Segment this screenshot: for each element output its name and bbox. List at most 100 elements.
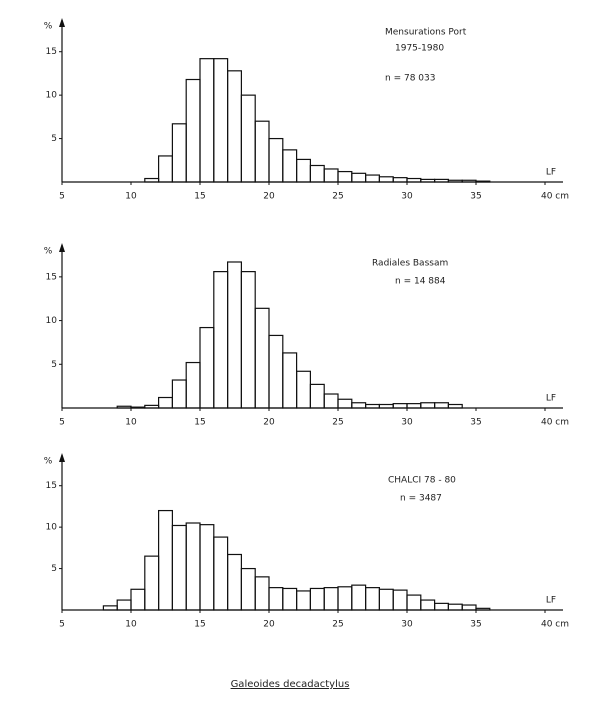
y-tick-label: 5	[51, 360, 57, 370]
histogram-bar	[392, 177, 408, 183]
histogram-bar	[240, 271, 256, 409]
x-tick-label: 30	[401, 418, 413, 428]
x-tick-label: 15	[194, 620, 205, 630]
x-tick-label: 20	[263, 192, 275, 202]
axis-arrow	[59, 453, 65, 462]
y-axis-label: %	[44, 22, 53, 32]
histogram-bar	[434, 178, 450, 183]
histogram-bar	[199, 326, 215, 409]
x-tick-label: 25	[332, 620, 343, 630]
histogram-bar	[199, 524, 215, 611]
histogram-bar	[392, 589, 408, 611]
y-tick-label: 5	[51, 134, 57, 144]
histogram-bar	[365, 587, 381, 611]
caption: Galeoides decadactylus	[231, 679, 350, 690]
histogram-bar	[240, 567, 256, 611]
x-tick-label: 40 cm	[541, 192, 569, 202]
histogram-bar	[213, 58, 229, 183]
annotation: Mensurations Port	[385, 28, 467, 38]
y-tick-label: 10	[46, 523, 58, 533]
x-tick-label: 15	[194, 192, 205, 202]
x-tick-label: 5	[59, 192, 65, 202]
x-tick-label: 10	[125, 418, 137, 428]
x-tick-label: 10	[125, 192, 137, 202]
histogram-bar	[309, 587, 325, 611]
y-tick-label: 10	[46, 91, 58, 101]
y-tick-label: 10	[46, 316, 58, 326]
histogram-bar	[158, 509, 174, 611]
histogram-bar	[337, 170, 353, 183]
histogram-bar	[447, 403, 463, 409]
x-axis-label: LF	[546, 394, 556, 404]
histogram-bar	[227, 261, 243, 409]
histogram-bar	[461, 604, 477, 611]
histogram-bar	[268, 334, 284, 409]
histogram-bar	[282, 352, 298, 409]
histogram-bar	[296, 370, 312, 409]
histogram-bar	[420, 599, 436, 611]
histogram-bar	[213, 271, 229, 409]
histogram-bar	[144, 177, 160, 183]
x-tick-label: 20	[263, 620, 275, 630]
histogram-bar	[461, 179, 477, 183]
histogram-bar	[268, 587, 284, 611]
histogram-bar	[116, 405, 132, 409]
x-tick-label: 40 cm	[541, 418, 569, 428]
histogram-bar	[378, 403, 394, 409]
histogram-bar	[323, 587, 339, 611]
histogram-bar	[420, 402, 436, 409]
x-axis-label: LF	[546, 168, 556, 178]
histogram-bar	[406, 403, 422, 409]
y-tick-label: 5	[51, 564, 57, 574]
x-tick-label: 25	[332, 192, 343, 202]
annotation: Radiales Bassam	[372, 259, 448, 269]
histogram-bar	[158, 155, 174, 183]
histogram-bar	[351, 172, 367, 183]
x-tick-label: 25	[332, 418, 343, 428]
axis-arrow	[59, 243, 65, 252]
histogram-bar	[130, 588, 146, 611]
x-tick-label: 35	[470, 192, 481, 202]
x-tick-label: 5	[59, 418, 65, 428]
x-tick-label: 20	[263, 418, 275, 428]
histogram-bar	[406, 177, 422, 183]
histogram-bar	[171, 379, 187, 409]
histogram-bar	[447, 179, 463, 183]
histogram-bar	[144, 555, 160, 611]
histogram-bar	[323, 393, 339, 409]
histogram-bar	[171, 524, 187, 611]
histogram-bar	[116, 599, 132, 611]
annotation: n = 3487	[400, 494, 442, 504]
histogram-bar	[309, 164, 325, 183]
histogram-bar	[282, 149, 298, 183]
histogram-bar	[351, 584, 367, 611]
histogram-bar	[185, 522, 201, 611]
histogram-bar	[213, 536, 229, 611]
x-tick-label: 10	[125, 620, 137, 630]
histogram-bar	[296, 158, 312, 183]
y-tick-label: 15	[46, 481, 57, 491]
histogram-bar	[378, 588, 394, 611]
x-tick-label: 40 cm	[541, 620, 569, 630]
annotation: n = 14 884	[395, 277, 446, 287]
histogram-bar	[268, 137, 284, 183]
histogram-bar	[447, 603, 463, 611]
x-tick-label: 30	[401, 620, 413, 630]
histogram-bar	[144, 404, 160, 409]
x-tick-label: 35	[470, 620, 481, 630]
y-tick-label: 15	[46, 272, 57, 282]
x-tick-label: 5	[59, 620, 65, 630]
histogram-bar	[323, 168, 339, 183]
histogram-bar	[240, 94, 256, 183]
histogram-bar	[254, 307, 270, 409]
histogram-bar	[351, 402, 367, 409]
x-tick-label: 30	[401, 192, 413, 202]
histogram-bar	[296, 590, 312, 611]
histogram-bar	[185, 78, 201, 183]
histogram-bar	[434, 602, 450, 611]
histogram-bar	[406, 594, 422, 611]
annotation: 1975-1980	[395, 44, 444, 54]
x-axis-label: LF	[546, 596, 556, 606]
histogram-bar	[158, 396, 174, 409]
